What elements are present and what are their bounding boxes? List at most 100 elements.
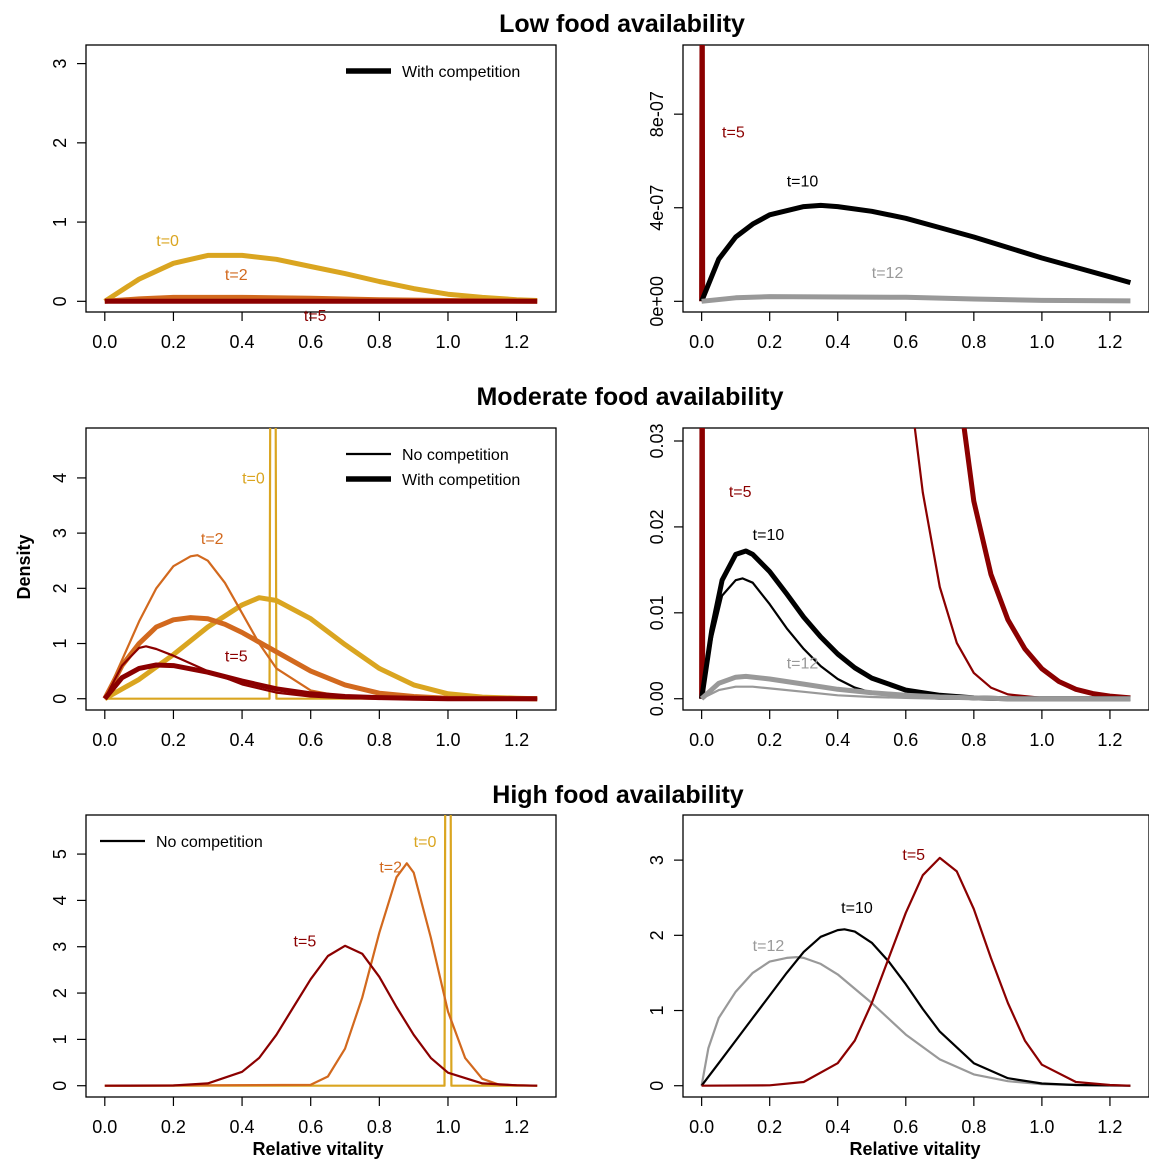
curve-label-t5: t=5 [294,934,317,951]
y-tick-label: 2 [50,583,70,593]
plot-frame [85,814,557,1098]
x-tick-label: 1.2 [1097,730,1122,750]
legend: No competition With competition [346,447,520,489]
y-tick-label: 5 [50,849,70,859]
x-tick-label: 0.6 [298,730,323,750]
curve-label-t10: t=10 [787,174,819,191]
x-tick-label: 0.8 [367,1117,392,1137]
plot-frame [85,44,557,313]
x-tick-label: 0.0 [689,332,714,352]
x-tick-label: 0.4 [230,1117,255,1137]
x-tick-label: 0.8 [367,730,392,750]
x-tick-label: 0.8 [367,332,392,352]
series-line-t12-with [699,673,1131,702]
series-group [700,856,1131,1087]
series-line-t12-none [700,955,1131,1087]
curve-label-t2: t=2 [225,267,248,284]
curve-label-t5: t=5 [225,649,248,666]
y-tick-label: 0.01 [647,595,667,630]
y-tick-label: 2 [50,138,70,148]
panel-moderate-left: 0.0 0.2 0.4 0.6 0.8 1.0 1.2 0 1 2 3 4 t=0 t=2 t=5 No co… [50,427,557,750]
legend-label: No competition [156,834,263,851]
y-tick-label: 2 [50,988,70,998]
x-tick-label: 0.8 [961,1117,986,1137]
y-tick-label: 1 [50,217,70,227]
panel-low-right: 0.0 0.2 0.4 0.6 0.8 1.0 1.2 0e+00 4e-07 8e-07 t=5 t… [647,44,1149,352]
series-line-t5-with [699,428,706,699]
series-line-t12-with [701,294,1131,304]
curve-label-t10: t=10 [841,900,873,917]
row-title-high: High food availability [492,781,744,809]
x-tick-label: 0.0 [689,1117,714,1137]
panels: 0.0 0.2 0.4 0.6 0.8 1.0 1.2 0 1 2 3 t=0 t=2 t=5 With c… [50,44,1149,1137]
series-line-t5-with [102,662,538,702]
y-tick-label: 3 [647,855,667,865]
plot-frame [682,814,1149,1098]
y-tick-label: 0 [50,694,70,704]
series-line-t2-none [104,862,538,1087]
y-tick-label: 1 [647,1006,667,1016]
legend: With competition [346,64,520,81]
y-tick-label: 0.02 [647,509,667,544]
x-tick-label: 1.2 [504,332,529,352]
row-title-low: Low food availability [499,10,745,38]
x-tick-label: 0.4 [230,730,255,750]
curve-label-t0: t=0 [242,470,265,487]
series-group [102,428,538,702]
x-tick-label: 1.0 [1029,1117,1054,1137]
panel-low-left: 0.0 0.2 0.4 0.6 0.8 1.0 1.2 0 1 2 3 t=0 t=2 t=5 With c… [50,44,557,352]
curve-label-t2: t=2 [379,860,402,877]
x-axis-label-left: Relative vitality [252,1139,383,1159]
series-group [699,45,1132,304]
x-tick-label: 0.0 [92,332,117,352]
plot-frame [682,427,1149,711]
x-tick-label: 0.6 [893,332,918,352]
x-tick-label: 0.6 [298,332,323,352]
x-tick-label: 0.2 [161,730,186,750]
x-tick-label: 0.8 [961,332,986,352]
x-tick-label: 0.6 [893,730,918,750]
x-tick-label: 1.2 [504,730,529,750]
y-tick-label: 1 [50,1034,70,1044]
x-axis-label-right: Relative vitality [849,1139,980,1159]
panel-moderate-right: 0.0 0.2 0.4 0.6 0.8 1.0 1.2 0.00 0.01 0.02 0.03 t=5… [647,423,1149,750]
curve-label-t0: t=0 [414,834,437,851]
x-tick-label: 0.2 [161,332,186,352]
plot-frame [85,427,557,711]
legend-label: No competition [402,447,509,464]
curve-label-t5: t=5 [729,484,752,501]
x-tick-label: 0.0 [92,1117,117,1137]
curve-label-t5: t=5 [902,847,925,864]
x-tick-label: 1.0 [435,730,460,750]
y-axis-label: Density [14,534,34,599]
series-line-t5-with [961,428,1131,701]
y-tick-label: 1 [50,639,70,649]
x-tick-label: 1.2 [504,1117,529,1137]
series-line-t5-none [104,944,538,1087]
y-tick-label: 0e+00 [647,276,667,327]
x-tick-label: 0.6 [298,1117,323,1137]
legend: No competition [100,834,263,851]
y-tick-label: 0.00 [647,681,667,716]
curve-label-t12: t=12 [753,938,785,955]
y-tick-label: 4 [50,473,70,483]
y-tick-label: 8e-07 [647,91,667,137]
y-tick-label: 2 [647,930,667,940]
x-tick-label: 0.4 [825,1117,850,1137]
x-tick-label: 0.2 [757,332,782,352]
x-tick-label: 1.2 [1097,332,1122,352]
x-tick-label: 0.2 [757,1117,782,1137]
x-tick-label: 0.0 [689,730,714,750]
x-tick-label: 0.4 [230,332,255,352]
y-tick-label: 3 [50,528,70,538]
series-line-t0-none [104,428,538,700]
curve-label-t12: t=12 [872,265,904,282]
series-line-t5-none [913,428,1131,700]
y-tick-label: 3 [50,59,70,69]
series-line-t10-with [699,202,1132,303]
legend-label: With competition [402,472,520,489]
plot-frame [682,44,1149,313]
y-tick-label: 0 [50,296,70,306]
series-line-t0-with [103,595,538,702]
